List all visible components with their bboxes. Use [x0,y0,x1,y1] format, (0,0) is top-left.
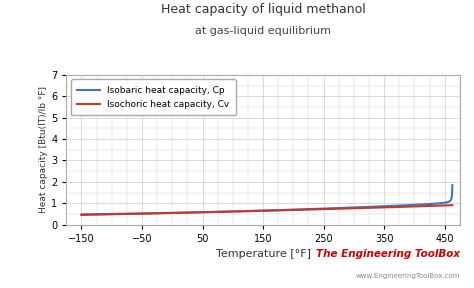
Text: www.EngineeringToolBox.com: www.EngineeringToolBox.com [356,273,460,279]
Isochoric heat capacity, Cv [79,213,84,217]
Legend: Isobaric heat capacity, Cp, Isochoric heat capacity, Cv: Isobaric heat capacity, Cp, Isochoric he… [71,79,236,115]
Text: The Engineering ToolBox: The Engineering ToolBox [316,249,460,259]
Isobaric heat capacity, Cp [79,213,84,216]
Isochoric heat capacity, Cv [439,204,445,207]
Isobaric heat capacity, Cp [371,205,376,209]
Y-axis label: Heat capacity [Btu(IT)/lb °F]: Heat capacity [Btu(IT)/lb °F] [39,86,48,213]
Isobaric heat capacity, Cp [249,209,255,213]
X-axis label: Temperature [°F]: Temperature [°F] [216,249,310,259]
Line: Isobaric heat capacity, Cp: Isobaric heat capacity, Cp [82,185,452,215]
Text: Heat capacity of liquid methanol: Heat capacity of liquid methanol [161,3,365,16]
Isochoric heat capacity, Cv [98,213,103,216]
Isobaric heat capacity, Cp [439,201,445,205]
Isochoric heat capacity, Cv [449,203,455,207]
Isochoric heat capacity, Cv [438,204,444,207]
Isochoric heat capacity, Cv [259,209,264,213]
Isobaric heat capacity, Cp [98,213,103,216]
Isobaric heat capacity, Cp [259,209,264,212]
Text: at gas-liquid equilibrium: at gas-liquid equilibrium [195,26,331,36]
Isobaric heat capacity, Cp [438,201,444,205]
Isobaric heat capacity, Cp [449,183,455,187]
Line: Isochoric heat capacity, Cv: Isochoric heat capacity, Cv [82,205,452,215]
Isochoric heat capacity, Cv [249,209,255,213]
Isochoric heat capacity, Cv [371,206,376,209]
